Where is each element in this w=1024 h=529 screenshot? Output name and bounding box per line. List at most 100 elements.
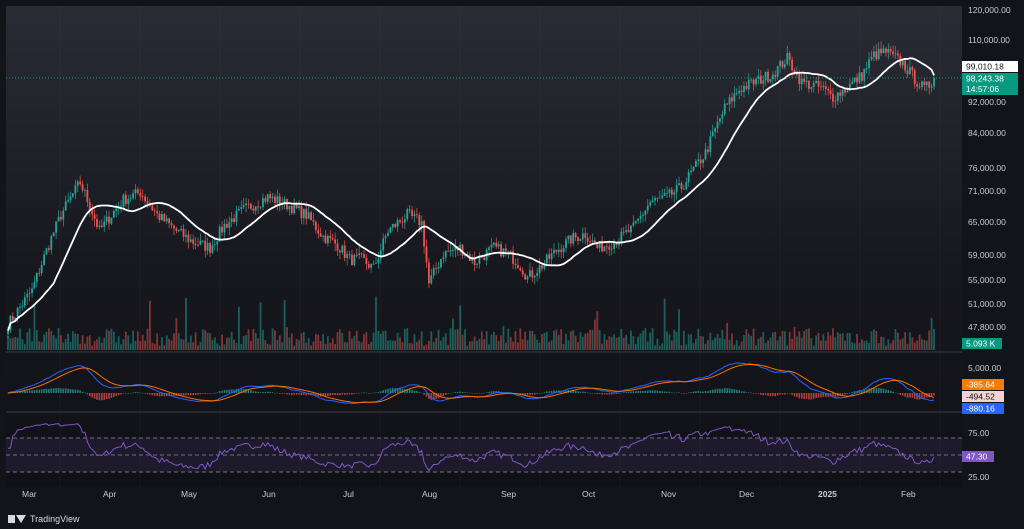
volume-bar xyxy=(425,344,428,350)
macd-histogram-bar xyxy=(214,392,216,394)
candle-body xyxy=(478,256,481,264)
volume-bar xyxy=(298,340,300,350)
volume-bar xyxy=(805,329,808,350)
macd-histogram-bar xyxy=(565,390,567,393)
volume-bar xyxy=(894,329,897,350)
candle-body xyxy=(240,206,243,209)
volume-bar xyxy=(252,328,255,350)
tradingview-brand[interactable]: TradingView xyxy=(8,512,80,526)
macd-histogram-bar xyxy=(365,392,368,394)
volume-bar xyxy=(367,344,370,350)
volume-bar xyxy=(798,331,801,350)
volume-bar xyxy=(863,341,866,350)
volume-bar xyxy=(415,342,418,350)
volume-bar xyxy=(591,329,594,350)
candle-body xyxy=(860,72,863,81)
volume-bar xyxy=(586,332,589,350)
candle-body xyxy=(868,59,870,69)
macd-histogram-bar xyxy=(709,390,712,393)
candle-body xyxy=(221,226,223,233)
candle-body xyxy=(293,203,296,214)
candle-body xyxy=(216,241,219,245)
macd-histogram-bar xyxy=(413,390,416,393)
volume-bar xyxy=(810,338,813,350)
volume-bar xyxy=(538,342,541,350)
candle-body xyxy=(711,131,714,137)
macd-histogram-bar xyxy=(223,390,226,393)
candle-body xyxy=(779,61,781,67)
volume-bar xyxy=(105,329,108,350)
candle-body xyxy=(153,210,156,212)
macd-histogram-bar xyxy=(173,393,175,397)
macd-histogram-bar xyxy=(358,392,360,394)
countdown-label: 14:57:06 xyxy=(966,84,999,94)
candle-body xyxy=(170,223,173,226)
volume-bar xyxy=(492,331,495,350)
candle-body xyxy=(608,246,611,250)
volume-bar xyxy=(240,343,243,350)
macd-histogram-bar xyxy=(603,393,606,395)
macd-histogram-bar xyxy=(846,393,849,394)
volume-bar xyxy=(632,336,635,350)
candle-body xyxy=(586,237,589,242)
candle-body xyxy=(589,241,591,243)
volume-bar xyxy=(225,337,228,350)
candle-body xyxy=(454,246,457,251)
candle-body xyxy=(699,159,702,164)
volume-bar xyxy=(851,342,854,350)
volume-bar xyxy=(351,338,353,350)
volume-bar xyxy=(250,341,252,350)
volume-bar xyxy=(88,335,91,350)
volume-bar xyxy=(343,342,346,350)
candle-body xyxy=(7,330,9,335)
candle-body xyxy=(858,72,861,83)
volume-bar xyxy=(120,344,122,350)
macd-histogram-bar xyxy=(533,393,536,395)
candle-body xyxy=(663,193,666,196)
volume-bar xyxy=(50,330,53,350)
macd-histogram-bar xyxy=(252,391,255,393)
candle-body xyxy=(62,210,65,220)
candle-body xyxy=(829,90,832,94)
volume-bar xyxy=(572,330,575,350)
volume-bar xyxy=(584,333,587,350)
macd-histogram-bar xyxy=(545,391,548,393)
candle-body xyxy=(88,201,91,211)
volume-bar xyxy=(882,337,885,350)
candle-body xyxy=(230,218,233,223)
macd-histogram-bar xyxy=(48,388,50,393)
rsi-tick-75: 75.00 xyxy=(968,428,990,438)
volume-bar xyxy=(473,336,476,350)
volume-bar xyxy=(822,334,825,350)
candle-body xyxy=(500,244,502,257)
volume-bar xyxy=(904,332,907,350)
macd-histogram-bar xyxy=(192,393,194,396)
volume-bar xyxy=(67,333,70,350)
candle-body xyxy=(411,210,413,216)
macd-histogram-bar xyxy=(204,393,207,394)
candle-body xyxy=(909,67,911,74)
volume-bar xyxy=(96,339,98,350)
candle-body xyxy=(295,203,298,209)
macd-histogram-bar xyxy=(639,390,642,393)
macd-histogram-bar xyxy=(67,388,69,393)
macd-histogram-bar xyxy=(464,392,466,393)
volume-bar xyxy=(504,342,507,350)
macd-histogram-bar xyxy=(266,391,269,393)
candle-body xyxy=(803,78,806,82)
volume-bar xyxy=(122,338,125,350)
candle-body xyxy=(747,79,750,90)
price-tick-47800: 47,800.00 xyxy=(968,322,1006,332)
volume-bar xyxy=(435,337,438,350)
candle-body xyxy=(682,188,685,190)
candle-body xyxy=(459,244,462,251)
candle-body xyxy=(86,189,89,202)
macd-histogram-bar xyxy=(423,393,425,395)
candle-body xyxy=(175,228,178,231)
candle-body xyxy=(134,189,137,194)
candle-body xyxy=(692,166,695,171)
volume-bar xyxy=(146,328,149,350)
macd-histogram-bar xyxy=(788,393,791,394)
macd-histogram-bar xyxy=(721,388,724,393)
volume-bar xyxy=(495,335,498,350)
